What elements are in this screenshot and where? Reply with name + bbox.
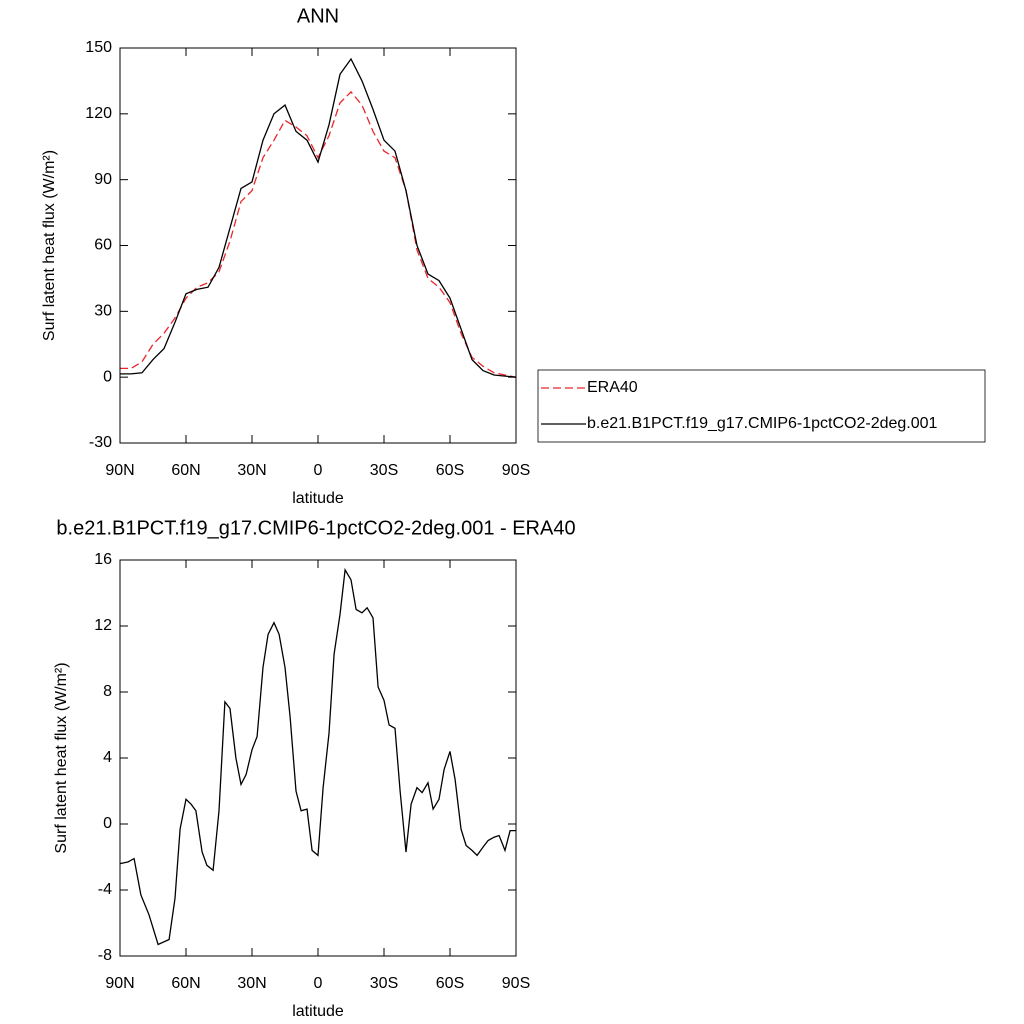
legend-label: b.e21.B1PCT.f19_g17.CMIP6-1pctCO2-2deg.0… <box>587 415 938 432</box>
legend-box <box>537 369 986 443</box>
y-axis-label: Surf latent heat flux (W/m²) <box>53 662 70 853</box>
x-tick-label: 30N <box>237 975 266 992</box>
y-tick-label: 90 <box>94 171 112 188</box>
y-tick-label: 4 <box>103 749 112 766</box>
x-tick-label: 60S <box>436 975 464 992</box>
x-tick-label: 60N <box>171 462 200 479</box>
y-tick-label: -8 <box>98 947 112 964</box>
y-tick-label: 0 <box>103 368 112 385</box>
x-tick-label: 30S <box>370 462 398 479</box>
y-tick-label: 150 <box>85 39 112 56</box>
x-tick-label: 60N <box>171 975 200 992</box>
chart-title: b.e21.B1PCT.f19_g17.CMIP6-1pctCO2-2deg.0… <box>56 517 575 539</box>
x-axis-label: latitude <box>292 490 344 507</box>
y-tick-label: 120 <box>85 105 112 122</box>
x-tick-label: 90S <box>502 975 530 992</box>
chart-title: ANN <box>297 5 339 27</box>
x-tick-label: 0 <box>314 975 323 992</box>
x-tick-label: 0 <box>314 462 323 479</box>
y-tick-label: 60 <box>94 237 112 254</box>
legend-label: ERA40 <box>587 379 638 396</box>
y-tick-label: 12 <box>94 617 112 634</box>
data-line <box>120 57 517 378</box>
x-tick-label: 60S <box>436 462 464 479</box>
y-tick-label: 16 <box>94 551 112 568</box>
data-line <box>119 567 516 946</box>
plot-frame <box>119 47 517 444</box>
y-axis-label: Surf latent heat flux (W/m²) <box>41 150 58 341</box>
data-line <box>120 90 517 378</box>
x-tick-label: 90N <box>105 975 134 992</box>
x-tick-label: 30N <box>237 462 266 479</box>
y-tick-label: 0 <box>103 815 112 832</box>
y-tick-label: 30 <box>94 303 112 320</box>
x-tick-label: 30S <box>370 975 398 992</box>
x-tick-label: 90N <box>105 462 134 479</box>
plot-frame <box>119 559 517 957</box>
x-axis-label: latitude <box>292 1003 344 1020</box>
x-tick-label: 90S <box>502 462 530 479</box>
y-tick-label: -30 <box>89 434 112 451</box>
y-tick-label: 8 <box>103 683 112 700</box>
y-tick-label: -4 <box>98 881 112 898</box>
